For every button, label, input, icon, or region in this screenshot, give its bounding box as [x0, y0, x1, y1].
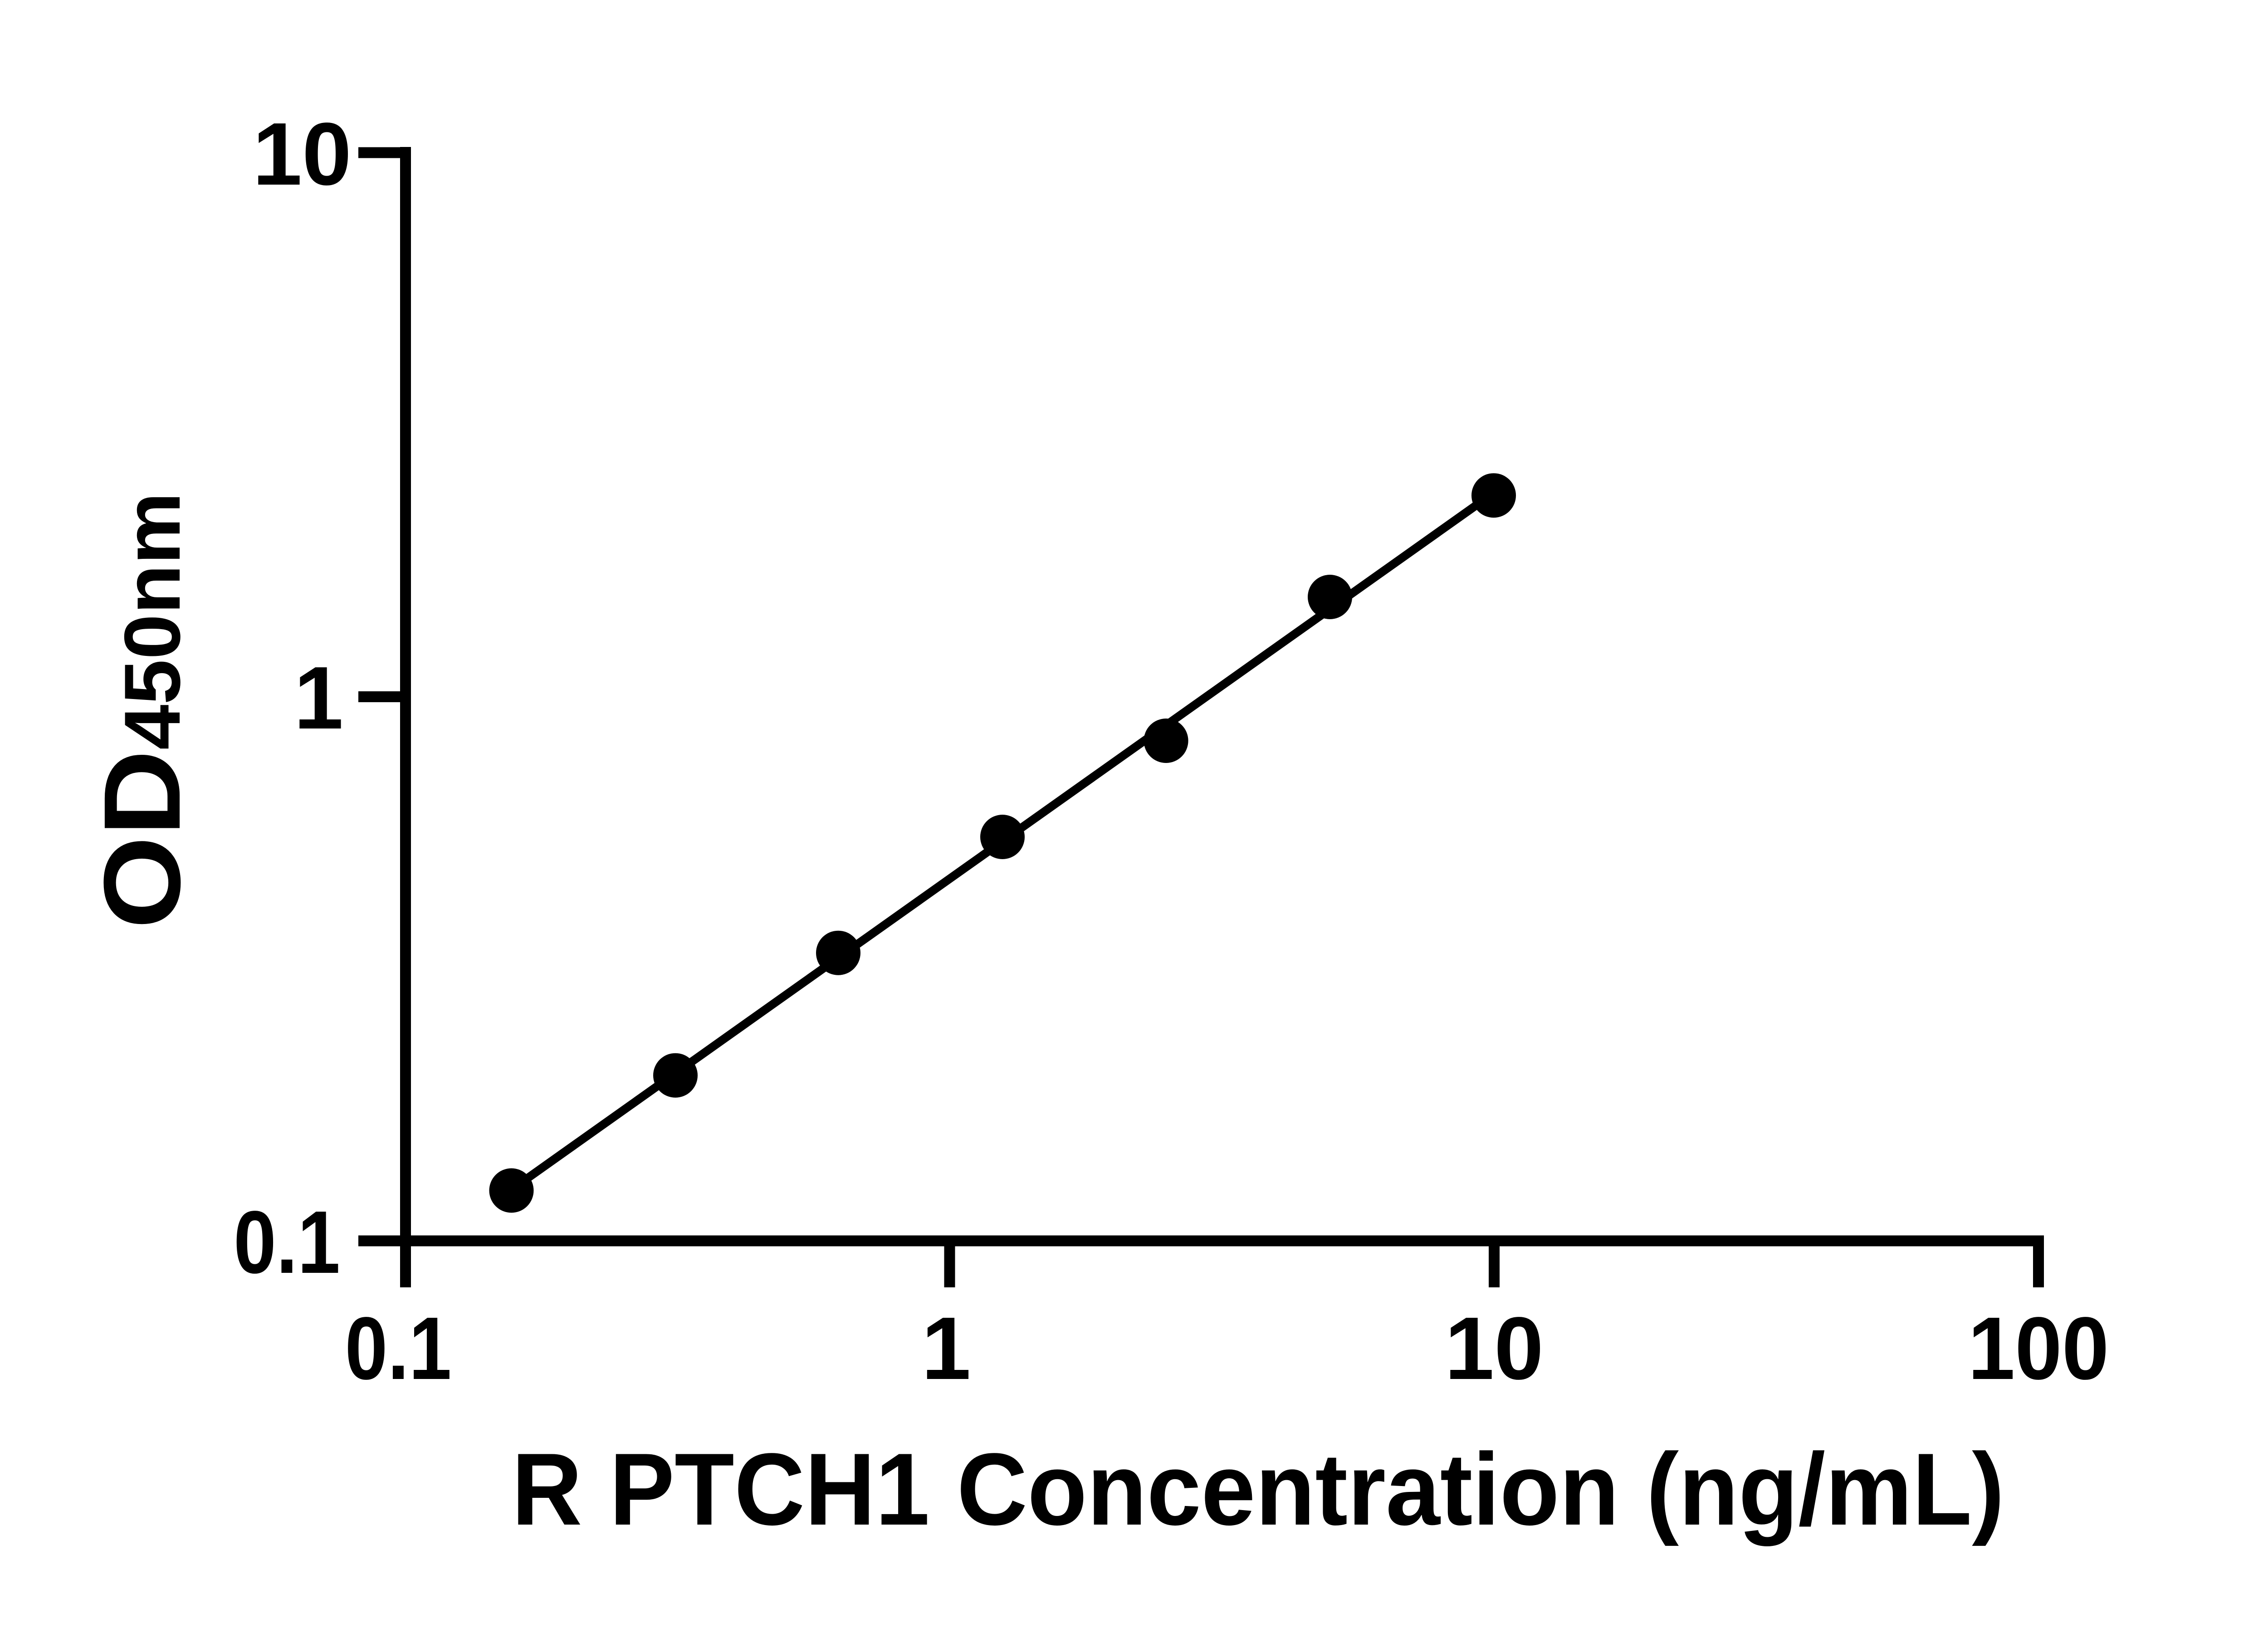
svg-text:R PTCH1 Concentration (ng/mL): R PTCH1 Concentration (ng/mL) — [512, 1432, 2004, 1546]
svg-text:1: 1 — [294, 648, 343, 748]
svg-text:100: 100 — [1968, 1299, 2109, 1398]
svg-text:0.1: 0.1 — [345, 1299, 452, 1398]
svg-text:10: 10 — [253, 104, 352, 204]
svg-text:1: 1 — [921, 1299, 971, 1398]
svg-text:10: 10 — [1445, 1299, 1544, 1398]
svg-text:0.1: 0.1 — [234, 1193, 340, 1292]
svg-text:OD450nm: OD450nm — [81, 492, 203, 929]
